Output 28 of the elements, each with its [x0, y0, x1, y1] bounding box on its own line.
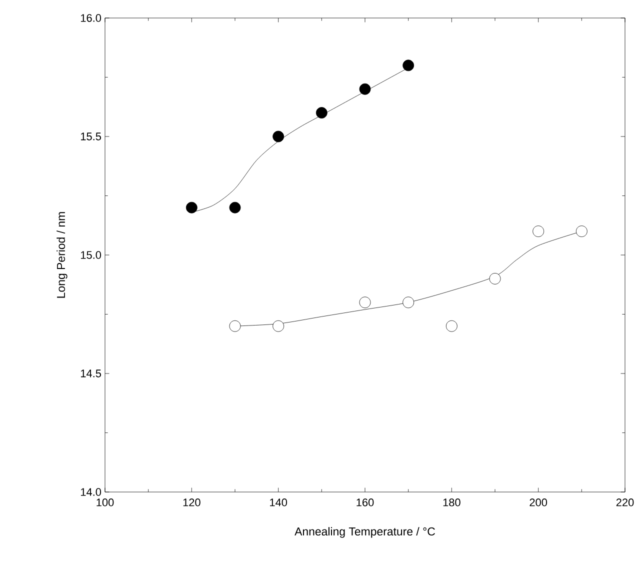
point: [446, 320, 458, 332]
x-tick-label: 160: [356, 498, 374, 506]
x-tick-label: 180: [443, 498, 460, 506]
point: [229, 202, 241, 214]
point: [272, 130, 284, 142]
x-tick-label: 120: [183, 498, 200, 506]
y-tick-label: 15.0: [80, 251, 102, 259]
y-axis-title: Long Period / nm: [56, 212, 68, 298]
x-tick-label: 140: [270, 498, 288, 506]
point: [272, 320, 284, 332]
point: [576, 226, 588, 237]
x-axis-title: Annealing Temperature / °C: [294, 527, 435, 538]
x-tick-label: 100: [96, 498, 114, 506]
point: [186, 202, 198, 214]
point: [229, 320, 241, 332]
point: [532, 226, 544, 237]
point: [489, 273, 501, 284]
y-tick-label: 15.5: [80, 132, 102, 140]
point: [316, 107, 328, 118]
y-tick-label: 16.0: [80, 14, 102, 22]
x-tick-label: 200: [530, 498, 548, 506]
y-tick-label: 14.0: [80, 488, 102, 496]
point: [402, 60, 414, 72]
point: [359, 83, 371, 95]
point: [359, 296, 371, 308]
point: [402, 296, 414, 308]
y-tick-label: 14.5: [80, 370, 102, 378]
x-tick-label: 220: [616, 498, 634, 506]
